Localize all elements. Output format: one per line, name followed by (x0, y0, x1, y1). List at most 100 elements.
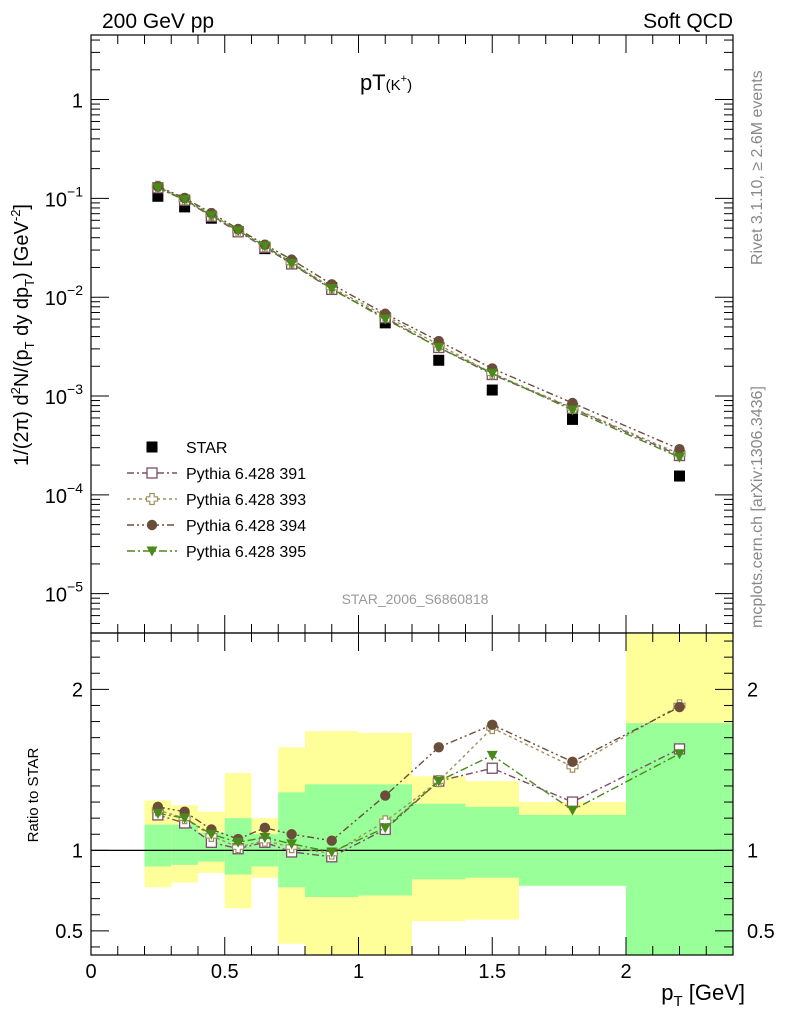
main-data-point (674, 443, 685, 455)
main-y-tick-label: 1 (72, 91, 83, 113)
ratio-band-inner (626, 723, 733, 955)
legend-label: Pythia 6.428 393 (186, 492, 306, 509)
main-data-point (433, 342, 445, 353)
ratio-data-point (486, 762, 498, 774)
legend-item: Pythia 6.428 393 (127, 492, 306, 509)
main-data-point (433, 354, 445, 366)
main-series-1 (152, 182, 686, 462)
ratio-data-point (259, 822, 271, 834)
ratio-data-point (433, 776, 445, 787)
ratio-data-point (152, 808, 164, 819)
ratio-uncertainty-bands (144, 633, 733, 955)
main-data-point (486, 368, 498, 379)
legend-item: Pythia 6.428 395 (127, 544, 306, 561)
x-tick-label: 1.5 (478, 961, 506, 983)
x-tick-label: 0 (85, 961, 96, 983)
header-right: Soft QCD (643, 10, 733, 33)
main-y-tick-label: 10−5 (45, 579, 83, 607)
ratio-data-point (232, 837, 244, 848)
legend-marker (145, 492, 159, 506)
main-y-tick-label: 10−1 (45, 183, 83, 211)
x-tick-label: 0.5 (211, 961, 239, 983)
ratio-data-point (567, 805, 578, 816)
legend-marker (146, 546, 158, 557)
x-tick-label: 2 (620, 961, 631, 983)
main-data-point (674, 470, 685, 482)
x-tick-label: 1 (353, 961, 364, 983)
mcplots-label: mcplots.cern.ch [arXiv:1306.3436] (749, 386, 766, 628)
main-data-point (379, 314, 391, 325)
legend-label: Pythia 6.428 395 (186, 544, 306, 561)
main-data-point (286, 258, 298, 269)
legend-item: Pythia 6.428 391 (127, 466, 306, 483)
legend-label: Pythia 6.428 391 (186, 466, 306, 483)
main-axis-ticks: 10−5 10−4 10−3 10−2 10−1 1 (45, 35, 734, 634)
ratio-data-point (286, 839, 298, 850)
main-data-point (567, 397, 578, 409)
ratio-data-point (179, 813, 191, 824)
main-data-point (567, 405, 578, 416)
legend-item: Pythia 6.428 394 (127, 518, 306, 535)
rivet-label: Rivet 3.1.10, ≥ 2.6M events (749, 70, 766, 265)
ratio-y-tick-label-left: 0.5 (55, 921, 83, 943)
legend-label: STAR (186, 440, 227, 457)
ratio-y-tick-label-left: 2 (72, 679, 83, 701)
legend: STAR Pythia 6.428 391 Pythia 6.428 393 Pyth… (127, 440, 306, 561)
main-data-point (486, 384, 498, 396)
ratio-data-point (674, 749, 685, 760)
main-data-point (205, 211, 217, 222)
main-series-4 (152, 183, 685, 463)
main-y-tick-label: 10−2 (45, 282, 83, 310)
ratio-data-point (433, 742, 444, 753)
main-data-point (674, 452, 685, 463)
ratio-data-point (674, 701, 685, 713)
ratio-y-tick-label-left: 1 (72, 840, 83, 862)
main-data-point (179, 195, 191, 206)
ratio-data-point (380, 790, 391, 801)
main-data-point (567, 413, 578, 425)
ratio-data-point (259, 832, 271, 843)
main-series-line (157, 185, 680, 450)
main-data-point (152, 190, 164, 202)
ratio-axis-ticks: 0.5 0.51 12 20 0.5 1 1.5 2 (55, 633, 775, 983)
main-panel: pT(K+) STAR_2006_S6860818 1/(2π) d2N/(pT… (8, 34, 734, 634)
ratio-data-point (486, 750, 498, 761)
main-title: pT(K+) (360, 70, 412, 95)
ratio-band-inner (171, 824, 198, 865)
ratio-y-tick-label-right: 1 (747, 840, 758, 862)
main-data-point (326, 284, 338, 295)
ratio-y-tick-label-right: 2 (747, 679, 758, 701)
main-data-point (259, 241, 271, 252)
main-watermark: STAR_2006_S6860818 (342, 591, 489, 607)
main-y-axis-label: 1/(2π) d2N/(pT dy dpT) [GeV-2] (8, 204, 37, 466)
main-y-tick-label: 10−3 (45, 381, 83, 409)
main-data-point (152, 183, 164, 194)
ratio-data-point (326, 847, 338, 858)
legend-label: Pythia 6.428 394 (186, 518, 306, 535)
ratio-band-inner (465, 806, 519, 878)
main-y-tick-label: 10−4 (45, 480, 83, 508)
main-data-point (179, 201, 191, 213)
ratio-data-point (567, 756, 578, 767)
ratio-panel: 0.5 0.51 12 20 0.5 1 1.5 2 Ratio to STAR pT [Ge… (25, 632, 775, 1010)
ratio-data-point (379, 823, 391, 834)
main-series-3 (152, 181, 685, 455)
legend-marker (146, 519, 158, 531)
x-axis-label: pT [GeV] (661, 980, 745, 1010)
ratio-data-point (487, 719, 498, 730)
ratio-series-line (157, 706, 680, 842)
ratio-series-group (151, 699, 686, 863)
ratio-y-axis-label: Ratio to STAR (25, 747, 42, 842)
ratio-series-line (157, 704, 680, 855)
ratio-band-inner (412, 803, 466, 880)
legend-item: STAR (146, 440, 227, 457)
ratio-data-point (286, 829, 297, 840)
ratio-y-tick-label-right: 0.5 (747, 921, 775, 943)
legend-marker (146, 441, 158, 453)
ratio-data-point (566, 796, 579, 808)
ratio-band-inner (144, 824, 172, 867)
ratio-series-3 (152, 749, 685, 858)
legend-marker (146, 467, 158, 479)
ratio-band-inner (358, 784, 412, 896)
